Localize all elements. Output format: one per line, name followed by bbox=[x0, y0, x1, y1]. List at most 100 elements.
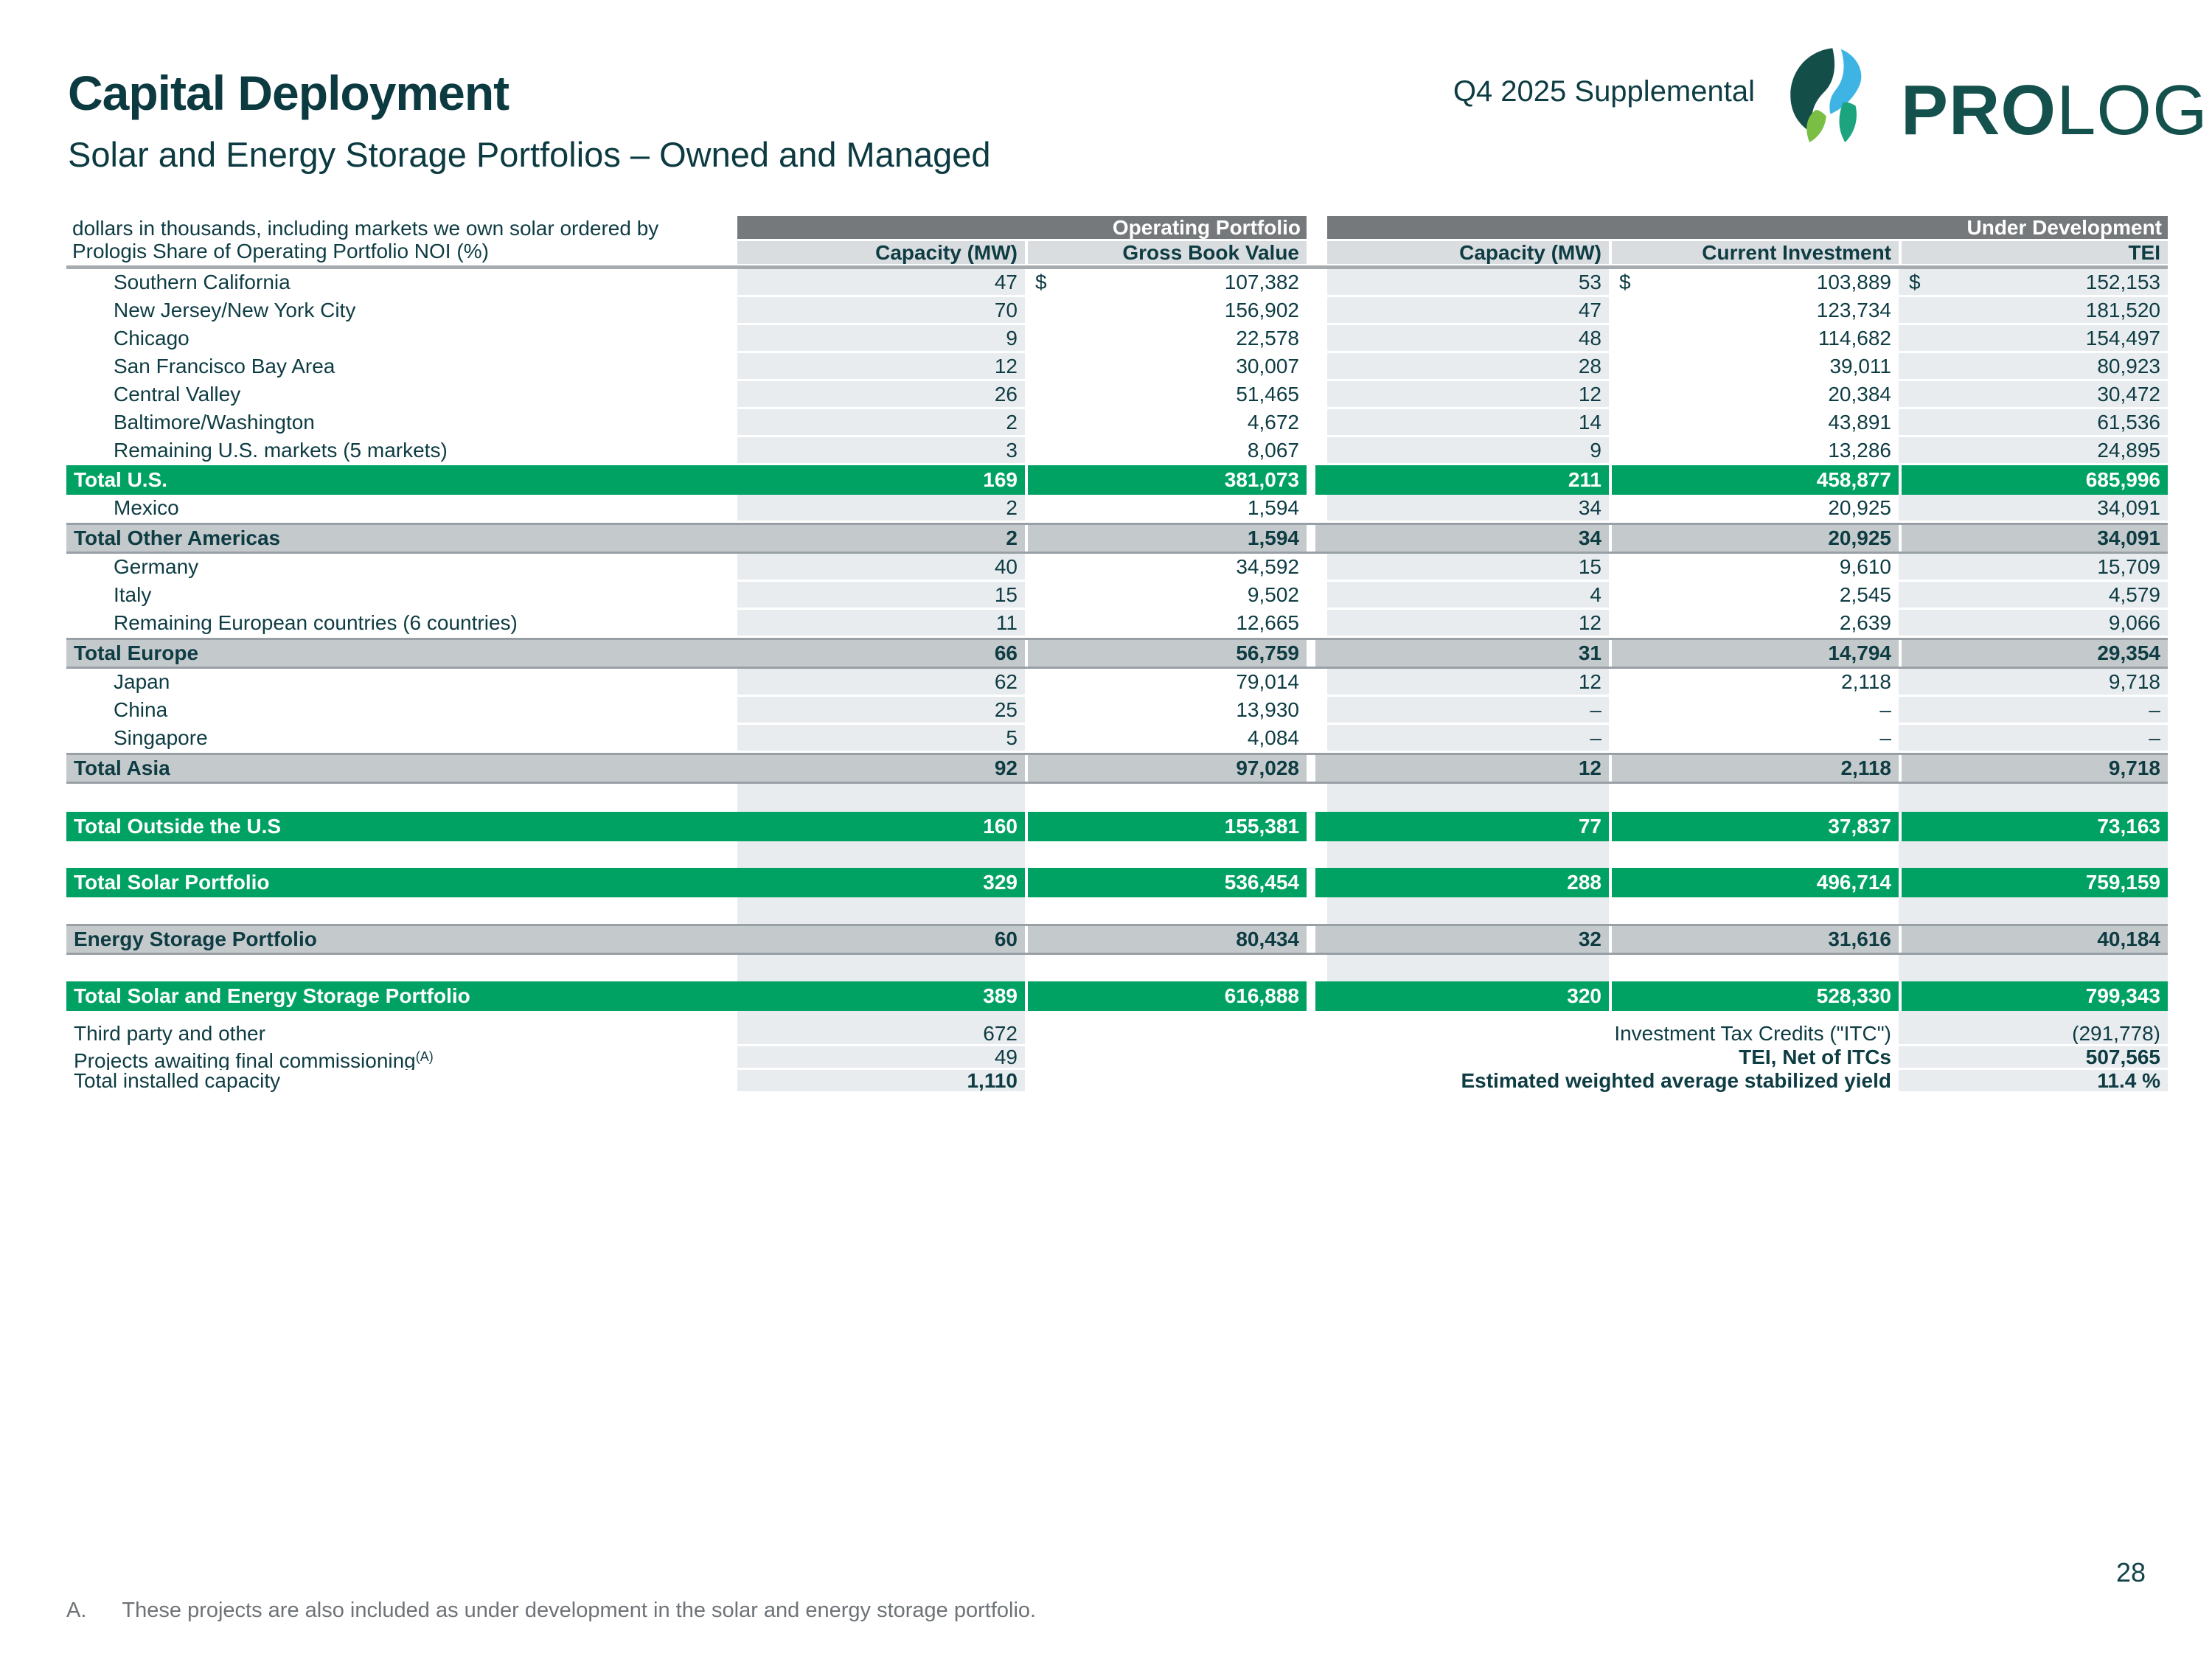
col-header-tei: TEI bbox=[1899, 241, 2168, 264]
spacer-cell bbox=[1025, 897, 1307, 924]
total-row: Total Outside the U.S 160 155,381 77 37,837 7… bbox=[66, 812, 2168, 841]
row-label: Remaining European countries (6 countrie… bbox=[114, 611, 518, 634]
section-gap bbox=[1307, 269, 1327, 297]
bottom-left-value: 672 bbox=[737, 1023, 1025, 1046]
spacer-cell bbox=[1899, 1011, 2168, 1023]
cell-tei: 685,996 bbox=[1899, 465, 2168, 495]
row-label: Total Solar and Energy Storage Portfolio bbox=[74, 984, 470, 1007]
cell-tei: 4,579 bbox=[1899, 582, 2168, 610]
cell-tei: 29,354 bbox=[1899, 640, 2168, 667]
cell-capacity-development: 288 bbox=[1567, 871, 1601, 894]
cell-capacity-development: 4 bbox=[1327, 582, 1609, 610]
total-row: Total Europe 66 56,759 31 14,794 29,354 bbox=[66, 638, 2168, 669]
cell-tei: 799,343 bbox=[1899, 981, 2168, 1011]
cell-value: 103,889 bbox=[1816, 271, 1891, 293]
currency-symbol: $ bbox=[1619, 271, 1631, 293]
cell-current-investment: 2,639 bbox=[1839, 611, 1891, 634]
row-label: Chicago bbox=[114, 327, 189, 349]
cell-capacity-operating: 40 bbox=[737, 554, 1025, 582]
cell-gross-book-value: 51,465 bbox=[1236, 383, 1299, 406]
cell-gross-book-value: 34,592 bbox=[1236, 555, 1299, 578]
spacer-cell bbox=[1899, 955, 2168, 981]
cell-tei: 73,163 bbox=[1899, 812, 2168, 841]
cell-gross-book-value: 80,434 bbox=[1025, 926, 1307, 953]
page-title: Capital Deployment bbox=[68, 66, 509, 120]
spacer-cell bbox=[1327, 897, 1609, 924]
spacer-cell bbox=[1025, 955, 1307, 981]
cell-current-investment: 9,610 bbox=[1839, 555, 1891, 578]
market-row: Chicago 9 22,578 48 114,682 154,497 bbox=[66, 325, 2168, 353]
market-row: San Francisco Bay Area 12 30,007 28 39,011 80… bbox=[66, 353, 2168, 381]
section-gap bbox=[1307, 582, 1327, 610]
cell-capacity-development: 34 bbox=[1578, 526, 1601, 549]
cell-capacity-operating: 92 bbox=[994, 757, 1018, 779]
section-gap bbox=[1307, 409, 1327, 437]
cell-gross-book-value: 4,672 bbox=[1247, 411, 1299, 434]
band-under-development: Under Development bbox=[1327, 216, 2168, 239]
spacer-cell bbox=[1327, 784, 1609, 812]
bottom-left-value: 1,110 bbox=[737, 1070, 1025, 1093]
cell-current-investment: 20,925 bbox=[1609, 525, 1899, 552]
cell-gross-book-value: 381,073 bbox=[1025, 465, 1307, 495]
cell-current-investment: 2,545 bbox=[1839, 583, 1891, 606]
cell-gross-book-value: 79,014 bbox=[1236, 670, 1299, 693]
market-row: Remaining European countries (6 countrie… bbox=[66, 610, 2168, 638]
bottom-row: Projects awaiting final commissioning(A)… bbox=[66, 1046, 2168, 1070]
cell-capacity-development: 320 bbox=[1567, 984, 1601, 1007]
section-gap bbox=[1307, 669, 1327, 697]
cell-capacity-operating: 160 bbox=[983, 815, 1018, 838]
spacer-cell bbox=[1307, 955, 1327, 981]
spacer-cell bbox=[1307, 784, 1327, 812]
section-gap bbox=[1307, 554, 1327, 582]
market-row: Southern California 47 $107,382 53 $103,889 $… bbox=[66, 269, 2168, 297]
cell-tei: 154,497 bbox=[1899, 325, 2168, 353]
col-header-capacity-operating: Capacity (MW) bbox=[737, 241, 1025, 264]
cell-capacity-development: 211 bbox=[1568, 468, 1601, 491]
cell-capacity-development: 47 bbox=[1327, 297, 1609, 325]
row-label: Total Asia bbox=[74, 757, 170, 779]
column-header-row: Capacity (MW) Gross Book Value Capacity … bbox=[66, 241, 2168, 264]
section-gap bbox=[1307, 610, 1327, 638]
spacer-cell bbox=[1609, 955, 1899, 981]
footnote: A. These projects are also included as u… bbox=[66, 1599, 1036, 1623]
spacer-cell bbox=[1327, 841, 1609, 868]
footnote-marker: A. bbox=[66, 1599, 87, 1622]
cell-capacity-operating: 2 bbox=[737, 409, 1025, 437]
market-row: China 25 13,930– – – bbox=[66, 697, 2168, 725]
col-header-capacity-development: Capacity (MW) bbox=[1327, 241, 1609, 264]
spacer-cell bbox=[66, 897, 737, 924]
cell-tei: – bbox=[1899, 697, 2168, 725]
bottom-left-label: Third party and other bbox=[74, 1023, 265, 1045]
band-operating-portfolio: Operating Portfolio bbox=[737, 216, 1307, 239]
row-label: Total U.S. bbox=[74, 468, 168, 491]
spacer-cell bbox=[1327, 1011, 1609, 1023]
bottom-left-label: Total installed capacity bbox=[74, 1070, 281, 1092]
cell-capacity-development: 28 bbox=[1327, 353, 1609, 381]
cell-gross-book-value: 97,028 bbox=[1025, 755, 1307, 782]
section-band-row: Operating Portfolio Under Development bbox=[66, 216, 2168, 239]
cell-capacity-operating: 15 bbox=[737, 582, 1025, 610]
cell-tei: 61,536 bbox=[1899, 409, 2168, 437]
footnote-reference: (A) bbox=[415, 1049, 434, 1064]
cell-tei: 34,091 bbox=[1899, 525, 2168, 552]
bottom-row: Third party and other 672 Investment Tax C… bbox=[66, 1023, 2168, 1046]
spacer-cell bbox=[1609, 784, 1899, 812]
market-row: Italy 15 9,502 4 2,545 4,579 bbox=[66, 582, 2168, 610]
currency-symbol: $ bbox=[1909, 271, 1921, 293]
row-label: Italy bbox=[114, 583, 152, 606]
empty-cell bbox=[1025, 1023, 1307, 1046]
spacer-cell bbox=[1307, 897, 1327, 924]
spacer-cell bbox=[1609, 897, 1899, 924]
spacer-cell bbox=[1609, 1011, 1899, 1023]
cell-capacity-development: 12 bbox=[1327, 610, 1609, 638]
cell-capacity-development: – bbox=[1327, 697, 1609, 725]
market-row: Remaining U.S. markets (5 markets) 3 8,067… bbox=[66, 437, 2168, 465]
cell-capacity-development: 32 bbox=[1578, 928, 1601, 950]
cell-current-investment: 39,011 bbox=[1829, 355, 1891, 378]
cell-current-investment: 43,891 bbox=[1828, 411, 1891, 434]
cell-tei: 15,709 bbox=[1899, 554, 2168, 582]
bottom-right-label: TEI, Net of ITCs bbox=[1739, 1046, 1891, 1068]
empty-cell bbox=[1025, 1046, 1307, 1070]
section-gap bbox=[1307, 495, 1327, 523]
bottom-row: Total installed capacity 1,110 Estimated w… bbox=[66, 1070, 2168, 1093]
